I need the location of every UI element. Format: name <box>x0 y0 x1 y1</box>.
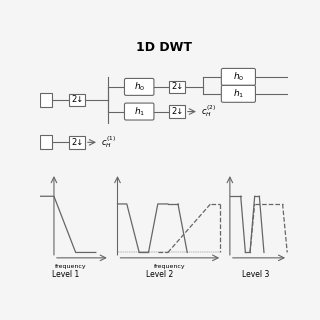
FancyBboxPatch shape <box>169 81 185 93</box>
Text: Level 3: Level 3 <box>242 270 269 279</box>
FancyBboxPatch shape <box>221 85 255 102</box>
FancyBboxPatch shape <box>40 135 52 149</box>
Text: Level 2: Level 2 <box>147 270 174 279</box>
Text: $h_0$: $h_0$ <box>133 81 145 93</box>
Text: $h_1$: $h_1$ <box>133 105 145 118</box>
Text: frequency: frequency <box>55 264 87 269</box>
FancyBboxPatch shape <box>40 93 52 107</box>
FancyBboxPatch shape <box>124 103 154 120</box>
Text: 2↓: 2↓ <box>71 95 83 105</box>
FancyBboxPatch shape <box>69 94 85 106</box>
Text: 1D DWT: 1D DWT <box>136 41 192 54</box>
Text: 2↓: 2↓ <box>171 107 183 116</box>
FancyBboxPatch shape <box>124 78 154 95</box>
Text: 2↓: 2↓ <box>71 138 83 147</box>
FancyBboxPatch shape <box>69 136 85 148</box>
FancyBboxPatch shape <box>221 68 255 85</box>
FancyBboxPatch shape <box>169 105 185 118</box>
Text: $h_0$: $h_0$ <box>233 71 244 83</box>
Text: 2↓: 2↓ <box>171 83 183 92</box>
Text: frequency: frequency <box>154 264 186 269</box>
Text: $c_H^{(2)}$: $c_H^{(2)}$ <box>201 104 216 119</box>
Text: $c_H^{(1)}$: $c_H^{(1)}$ <box>101 135 116 150</box>
Text: $h_1$: $h_1$ <box>233 88 244 100</box>
Text: Level 1: Level 1 <box>52 270 79 279</box>
